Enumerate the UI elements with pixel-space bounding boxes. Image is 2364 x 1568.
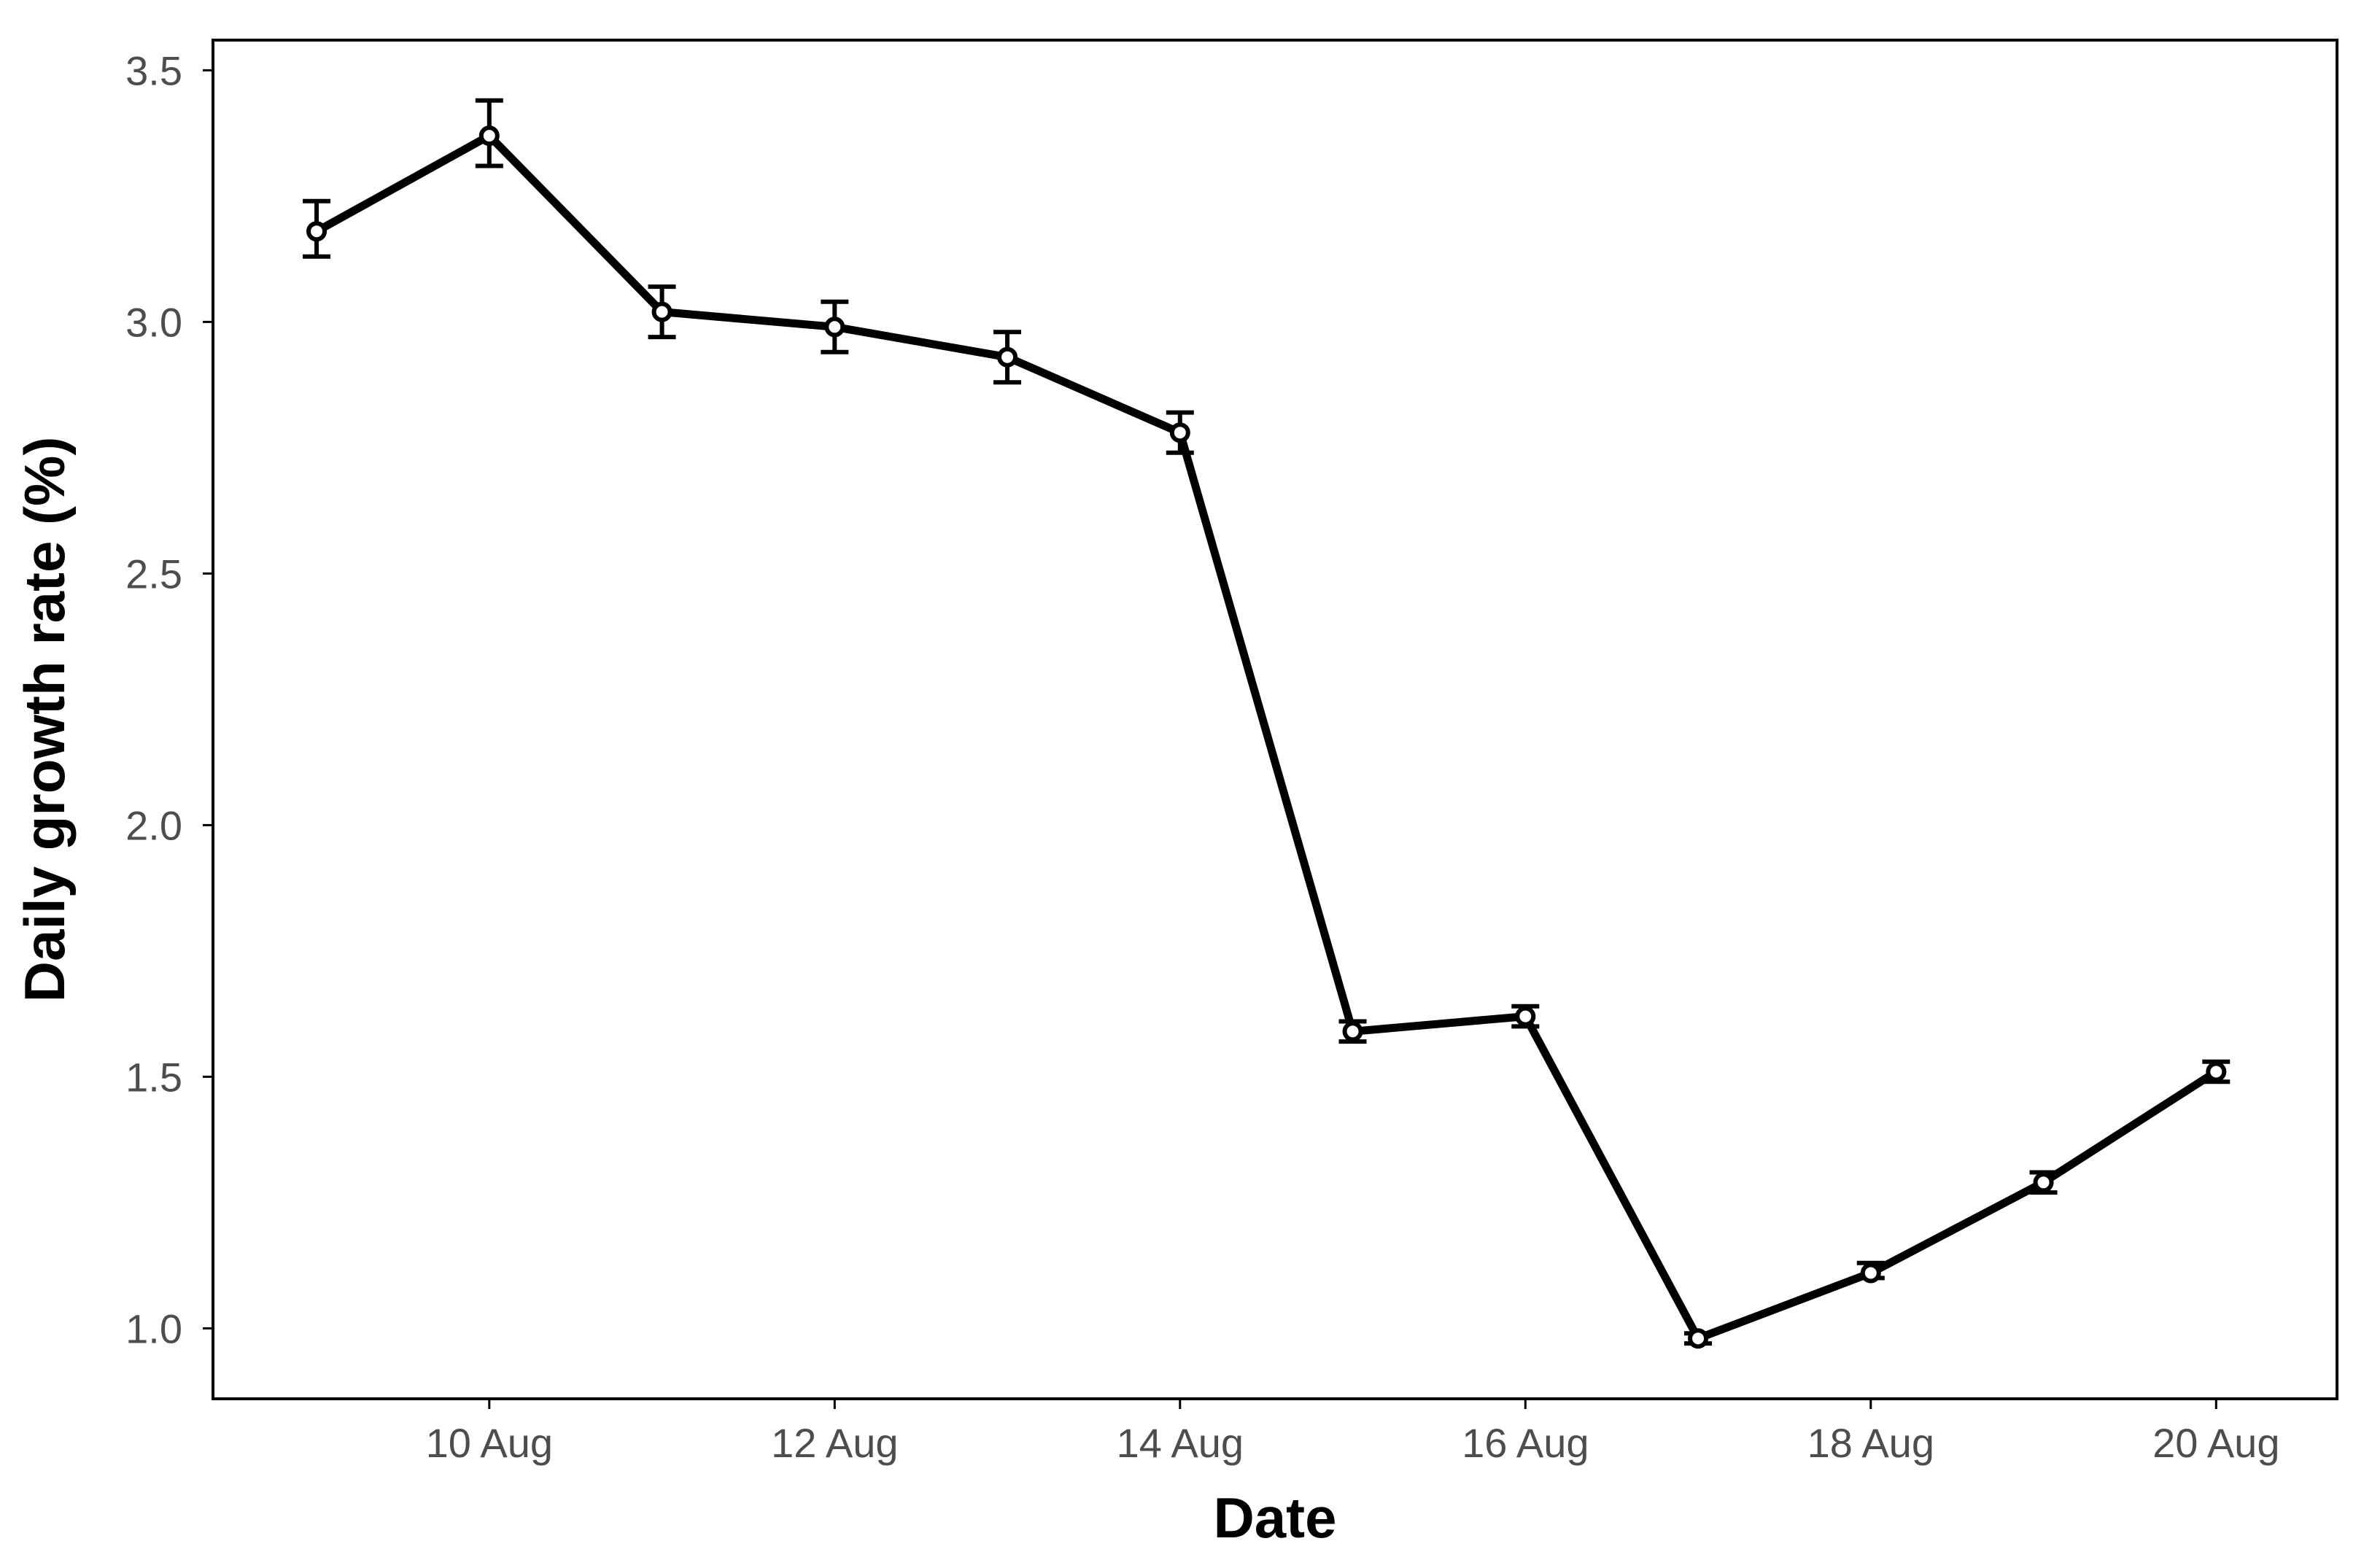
y-tick-label: 1.0 — [125, 1305, 182, 1351]
plot-panel-border — [212, 39, 2338, 1400]
x-axis-title: Date — [1213, 1486, 1336, 1550]
y-tick-label: 3.5 — [125, 47, 182, 93]
data-point — [824, 317, 845, 338]
data-point — [1688, 1328, 1709, 1349]
data-point — [1515, 1006, 1536, 1027]
x-axis-ticks: 10 Aug 12 Aug 14 Aug 16 Aug 18 Aug 20 Aug — [426, 1399, 2279, 1466]
x-tick-label: 16 Aug — [1462, 1420, 1589, 1466]
plot-content — [303, 98, 2231, 1349]
series-line — [314, 131, 2219, 1343]
data-point — [997, 346, 1018, 368]
x-tick-label: 18 Aug — [1807, 1420, 1934, 1466]
y-axis-ticks: 1.0 1.5 2.0 2.5 3.0 3.5 — [125, 47, 213, 1351]
x-tick-label: 14 Aug — [1117, 1420, 1244, 1466]
y-tick-label: 2.0 — [125, 802, 182, 848]
data-point — [2206, 1061, 2227, 1082]
data-point — [478, 125, 500, 147]
x-tick-label: 10 Aug — [426, 1420, 553, 1466]
data-point — [306, 221, 328, 242]
data-point — [1169, 422, 1190, 443]
data-point — [1342, 1021, 1363, 1042]
data-point — [651, 301, 673, 322]
x-tick-label: 20 Aug — [2152, 1420, 2279, 1466]
x-tick-label: 12 Aug — [771, 1420, 898, 1466]
data-point — [1860, 1262, 1881, 1284]
y-tick-label: 2.5 — [125, 551, 182, 597]
y-tick-label: 3.0 — [125, 299, 182, 345]
y-tick-label: 1.5 — [125, 1054, 182, 1100]
data-point — [2033, 1172, 2054, 1193]
y-axis-title: Daily growth rate (%) — [12, 437, 77, 1003]
